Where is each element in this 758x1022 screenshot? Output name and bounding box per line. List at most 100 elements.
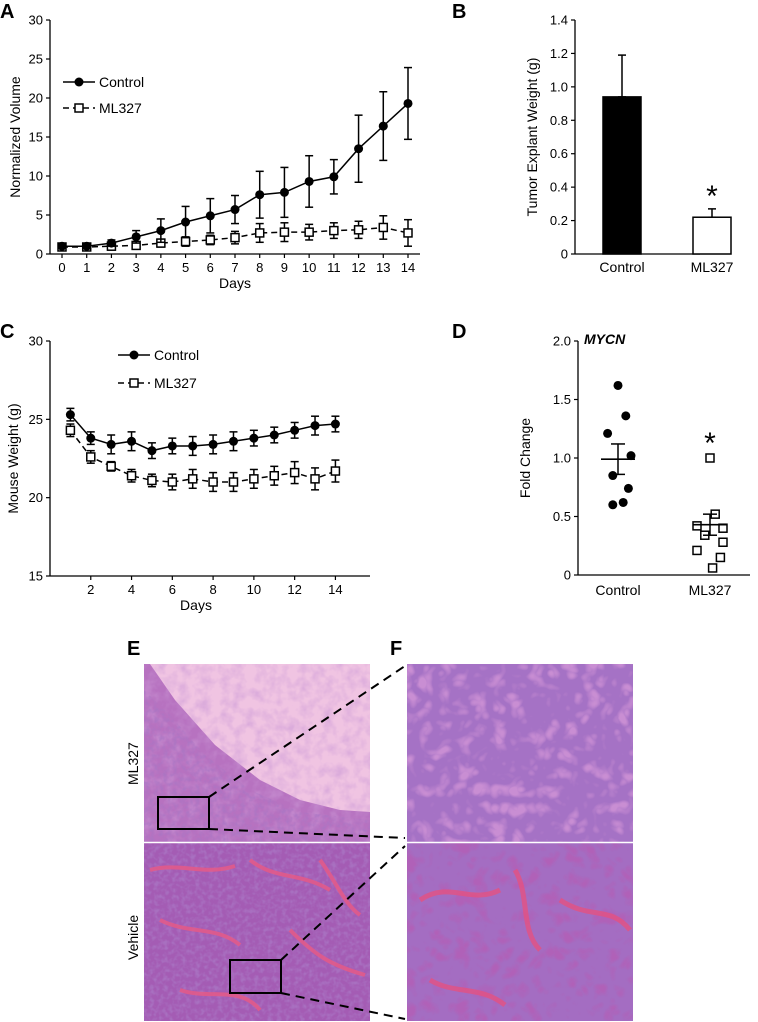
chart-d-y-tick-label: 1.0 <box>553 451 571 466</box>
chart-b-y-tick-label: 0.2 <box>550 213 568 228</box>
chart-a-control-point <box>354 144 364 154</box>
vehicle-texture <box>144 843 370 1021</box>
chart-b-y-tick-label: 1.0 <box>550 79 568 94</box>
chart-c-y-tick-label: 15 <box>29 569 43 584</box>
chart-b-y-tick-label: 1.4 <box>550 13 568 28</box>
chart-c-control-point <box>290 425 300 435</box>
chart-b-ml327-bar <box>692 216 732 255</box>
chart-d-ml327-point <box>718 537 728 547</box>
chart-c-control-point <box>65 410 75 420</box>
chart-a-legend-ml327-label: ML327 <box>99 100 142 116</box>
chart-a-control-point <box>156 226 166 236</box>
chart-a-control-series-line <box>62 102 409 247</box>
chart-b-control-bar <box>602 96 642 255</box>
chart-c-control-point <box>330 419 340 429</box>
panel-f-histology <box>407 664 633 1021</box>
chart-b-y-axis-label: Tumor Explant Weight (g) <box>524 58 540 217</box>
vehicle-vessels <box>149 858 366 1012</box>
chart-d-title: MYCN <box>584 331 626 347</box>
chart-d-y-tick-label: 0 <box>564 568 571 583</box>
panel-e-histology: ML327 Vehicle <box>125 664 370 1021</box>
chart-c-ml327-point <box>249 474 259 484</box>
chart-b-y-tick-label: 0.6 <box>550 146 568 161</box>
vehicle-zoom-box <box>229 959 282 994</box>
chart-a-ml327-point <box>205 235 216 245</box>
chart-d-y-axis-label: Fold Change <box>517 418 533 498</box>
chart-b-y-tick-label: 0.8 <box>550 113 568 128</box>
chart-d-ml327-category-label: ML327 <box>689 582 732 598</box>
chart-a-legend-ml327-marker <box>74 103 84 113</box>
chart-a-x-tick-label: 5 <box>182 260 189 275</box>
panel-letter-a: A <box>0 1 14 23</box>
chart-c-control-point <box>106 439 116 449</box>
chart-d-ml327-point <box>707 563 718 573</box>
chart-d-ml327-point <box>692 521 702 531</box>
chart-a-x-tick-label: 10 <box>302 260 316 275</box>
chart-a-control-point <box>378 121 388 131</box>
ml327-zoom-box <box>157 796 210 830</box>
chart-a-ml327-point <box>180 236 191 247</box>
chart-c-ml327-point <box>106 461 116 472</box>
chart-d-control-point <box>618 497 628 507</box>
chart-c-ml327-series-line <box>69 429 336 483</box>
chart-c-ml327-point <box>289 467 300 478</box>
chart-b-y-tick-label: 1.2 <box>550 46 568 61</box>
chart-a-control-point <box>106 238 116 248</box>
chart-a-x-tick-label: 3 <box>133 260 140 275</box>
chart-a-y-tick-label: 20 <box>29 91 43 106</box>
chart-a-y-tick-label: 5 <box>36 208 43 223</box>
chart-a-control-point <box>181 217 191 227</box>
chart-a-x-tick-label: 13 <box>376 260 390 275</box>
chart-a-control-point <box>57 241 67 251</box>
chart-c-control-point <box>86 433 96 443</box>
chart-d-control-point <box>603 428 613 438</box>
chart-d-control-point <box>608 471 618 481</box>
chart-c-x-tick-label: 10 <box>247 582 261 597</box>
chart-a-control-point <box>230 205 240 215</box>
chart-a-control-point <box>205 211 215 221</box>
chart-c-y-tick-label: 20 <box>29 490 43 505</box>
chart-a-ml327-point <box>279 227 290 237</box>
chart-a-control-point <box>82 241 92 251</box>
chart-c-legend-ml327-label: ML327 <box>154 375 197 391</box>
chart-b-y-tick-label: 0 <box>561 247 568 262</box>
chart-c-control-point <box>188 441 198 451</box>
chart-a-x-tick-label: 12 <box>351 260 365 275</box>
chart-a-x-tick-label: 0 <box>58 260 65 275</box>
row-label-ml327: ML327 <box>125 742 141 785</box>
chart-a-ml327-point <box>329 225 339 236</box>
chart-a-control-point <box>403 98 413 108</box>
chart-d-control-point <box>608 500 618 510</box>
chart-d-control-point <box>613 380 623 390</box>
zoom-connectors <box>208 665 406 1020</box>
chart-c-y-axis-label: Mouse Weight (g) <box>5 403 21 513</box>
chart-c-control-point <box>147 446 157 456</box>
chart-d-ml327-point <box>715 552 726 563</box>
chart-c-x-tick-label: 4 <box>128 582 135 597</box>
chart-c-legend-ml327-marker <box>129 378 139 388</box>
chart-c-control-point <box>228 436 238 446</box>
panel-letter-f: F <box>390 638 402 660</box>
chart-b-ml327-category-label: ML327 <box>691 259 734 275</box>
chart-a-x-tick-label: 2 <box>108 260 115 275</box>
chart-c-control-point <box>269 430 279 440</box>
chart-c-ml327-point <box>269 470 280 481</box>
chart-c-ml327-point <box>147 475 157 486</box>
chart-c-ml327-point <box>187 474 198 484</box>
chart-c-ml327-point <box>167 477 178 487</box>
chart-a-x-tick-label: 6 <box>207 260 214 275</box>
chart-d-y-tick-label: 1.5 <box>553 392 571 407</box>
chart-d-control-point <box>621 411 631 421</box>
chart-c-x-tick-label: 12 <box>287 582 301 597</box>
chart-a-control-point <box>279 187 289 197</box>
vehicle-hm-vessels <box>418 868 632 1008</box>
chart-d-control-point <box>623 483 633 493</box>
chart-c-control-point <box>127 436 137 446</box>
chart-a-legend-control-marker <box>74 77 84 87</box>
row-label-vehicle: Vehicle <box>125 915 141 960</box>
panel-b-explant-weight-chart: 0 0.2 0.4 0.6 0.8 1.0 1.2 1.4 Tumor Explant Weig… <box>524 13 734 276</box>
chart-c-ml327-point <box>330 466 341 476</box>
chart-b-control-category-label: Control <box>599 259 644 275</box>
chart-d-control-category-label: Control <box>595 582 640 598</box>
